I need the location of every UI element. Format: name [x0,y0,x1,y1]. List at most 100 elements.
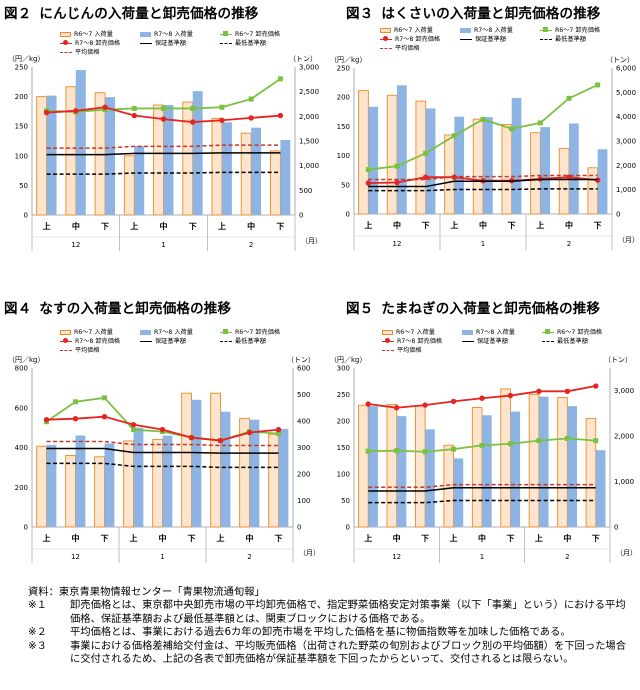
bar-r7-8 [163,104,174,215]
bar-r7-8 [104,443,115,527]
legend-swatch [380,47,392,49]
y-tick-right: 3,000 [616,138,636,146]
y-tick-left: 50 [341,497,350,505]
x-tick-label: 中 [247,221,255,231]
x-tick-label: 下 [506,534,514,543]
bar-r6-7 [211,117,223,216]
x-tick-label: 中 [393,533,401,543]
legend-label: 保証基準額 [477,338,508,345]
y-tick-left: 150 [337,123,350,131]
point-marker [217,437,224,444]
legend-swatch [60,338,72,344]
point-marker [566,95,572,101]
point-marker [423,150,429,156]
bar-r6-7 [414,405,426,528]
y-tick-right: 2,500 [299,88,319,96]
bar-r6-7 [443,444,455,528]
legend-swatch [140,329,151,335]
bar-r7-8 [538,396,549,527]
legend-label: R7～8 卸売価格 [75,40,121,47]
bar-r7-8 [453,458,464,527]
bar-r6-7 [181,392,192,528]
legend-swatch [540,38,552,40]
bar-r6-7 [358,89,369,215]
footnote-mark: ※１ [28,599,47,612]
footnote-text: 平均価格とは、事業における過去6カ年の卸売市場を平均した価格を基に物価指数等を加… [70,626,571,639]
y-tick-left: 200 [15,93,28,101]
x-tick-label: 中 [246,533,254,543]
point-marker [131,427,136,433]
y-tick-left: 100 [337,152,350,160]
month-unit: （月） [301,237,322,245]
legend-swatch [140,31,151,37]
bar-r6-7 [558,147,570,215]
legend-label: R7～8 卸売価格 [75,338,121,345]
footnote-3: ※３ 事業における価格差補給交付金は、平均販売価格（出荷された野菜の旬別およびブロ… [28,640,634,667]
y-tick-left: 200 [337,418,350,426]
bar-r7-8 [510,411,521,527]
point-marker [479,442,485,448]
x-tick-label: 下 [101,222,109,231]
bar-r7-8 [595,450,606,527]
y-tick-left: 250 [337,65,350,73]
bar-r7-8 [162,435,173,527]
legend-label: 保証基準額 [155,40,186,47]
legend-swatch [60,329,71,335]
bar-r7-8 [249,419,260,527]
chart-svg: 0 50 100 150 200 250 300 0 1,000 2,000 3,000 （円／kg）… [330,356,637,563]
month-label: 12 [392,553,401,561]
bar-r6-7 [268,433,279,528]
legend-swatch [382,329,393,335]
legend-swatch [542,329,554,335]
y-tick-left: 50 [341,181,350,189]
point-marker [451,446,457,452]
y-axis-left-unit: （円／kg） [8,356,45,364]
y-tick-left: 200 [337,94,350,102]
series-line-3 [368,188,598,192]
bar-r7-8 [397,85,407,214]
y-axis-right-unit: （トン） [604,356,632,364]
month-unit: （月） [618,236,639,244]
x-tick-label: 上 [364,533,372,543]
bar-r6-7 [501,124,513,215]
bar-r6-7 [210,392,221,528]
x-tick-label: 中 [159,533,167,543]
figure-number: 図５ [346,301,374,317]
bar-r7-8 [133,427,144,527]
x-tick-label: 上 [130,533,138,543]
chart-title: 図５ たまねぎの入荷量と卸売価格の推移 [346,297,600,317]
legend-swatch [460,38,472,40]
month-label: 1 [481,240,485,248]
bar-r7-8 [597,149,608,214]
point-marker [73,399,78,405]
figure-title: はくさいの入荷量と卸売価格の推移 [381,6,601,22]
y-tick-left: 0 [24,212,28,220]
x-tick-label: 中 [478,533,486,543]
y-tick-right: 2,000 [299,113,319,121]
point-marker [275,426,282,433]
legend-label: 平均価格 [75,347,100,354]
chart-legend: R6～7 入荷量 R7～8 入荷量 R6～7 卸売価格 R7～8 卸売価格 保証… [60,30,310,60]
bar-r6-7 [528,393,540,528]
bar-r6-7 [65,454,76,528]
point-marker [365,180,372,186]
legend-swatch [540,27,552,33]
chart-legend: R6～7 入荷量 R7～8 入荷量 R6～7 卸売価格 R7～8 卸売価格 保証… [60,328,310,358]
y-tick-right: 500 [297,391,310,399]
y-tick-left: 800 [15,365,28,373]
point-marker [595,82,601,88]
bar-r6-7 [444,134,455,215]
x-tick-label: 下 [508,221,516,230]
series-line-2 [368,487,596,492]
point-marker [422,402,428,408]
x-tick-label: 下 [188,534,196,543]
month-label: 1 [480,553,484,561]
bar-r6-7 [270,150,281,216]
legend-label: 最低基準額 [557,338,588,345]
chart-svg: 0 50 100 150 200 250 0 500 1,000 1,500 2,000 2,500 3… [8,55,322,251]
month-label: 12 [71,241,80,249]
legend-label: R7～8 卸売価格 [395,36,441,43]
legend-swatch [140,340,152,342]
x-tick-label: 中 [160,221,168,231]
legend-swatch [60,51,72,53]
